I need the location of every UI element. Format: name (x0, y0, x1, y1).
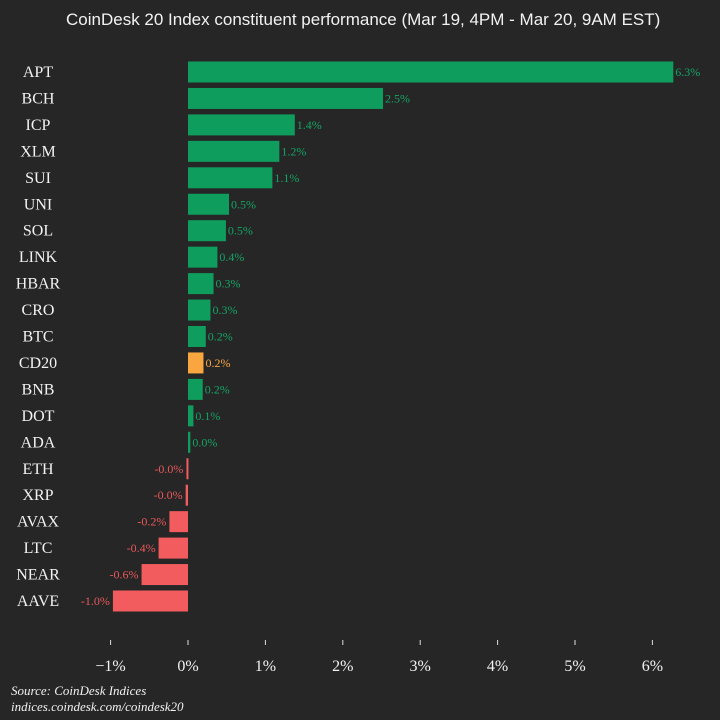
value-label: -1.0% (81, 594, 110, 608)
category-label: NEAR (16, 567, 60, 584)
category-label: BCH (22, 90, 55, 107)
category-label: CD20 (19, 355, 57, 372)
value-label: 0.2% (208, 330, 233, 344)
bar-avax (169, 511, 188, 533)
category-label: XRP (22, 487, 53, 504)
category-label: BNB (22, 381, 55, 398)
value-label: -0.0% (154, 462, 183, 476)
category-label: SOL (23, 223, 53, 240)
bar-hbar (188, 273, 214, 295)
category-label: ETH (22, 461, 54, 478)
bar-uni (188, 193, 230, 215)
value-label: 0.5% (231, 197, 256, 211)
category-label: XLM (20, 143, 56, 160)
bar-link (188, 246, 218, 268)
category-label: AAVE (17, 593, 59, 610)
bar-sol (188, 220, 226, 242)
value-label: 0.5% (228, 224, 253, 238)
value-label: 0.4% (219, 250, 244, 264)
category-label: AVAX (17, 514, 60, 531)
value-label: -0.4% (127, 541, 156, 555)
bar-xrp (185, 484, 188, 506)
category-label: UNI (24, 196, 52, 213)
x-tick-label: 6% (642, 658, 663, 675)
bar-xlm (188, 140, 280, 162)
value-label: 0.0% (192, 435, 217, 449)
category-label: SUI (25, 170, 51, 187)
bar-ltc (158, 537, 188, 559)
bar-cro (188, 299, 211, 321)
bar-icp (188, 114, 295, 136)
bar-eth (186, 458, 189, 480)
category-label: BTC (22, 329, 53, 346)
category-label: HBAR (16, 276, 61, 293)
bar-ada (188, 431, 191, 453)
x-tick-label: 0% (177, 658, 198, 675)
x-tick-label: 1% (255, 658, 276, 675)
category-label: ICP (26, 117, 51, 134)
bar-aave (112, 590, 188, 612)
x-tick-label: 5% (564, 658, 585, 675)
source-url: indices.coindesk.com/coindesk20 (11, 699, 184, 714)
x-tick-label: 4% (487, 658, 508, 675)
chart-title: CoinDesk 20 Index constituent performanc… (66, 10, 661, 29)
category-label: APT (23, 64, 53, 81)
value-label: -0.6% (110, 568, 139, 582)
bar-near (141, 564, 188, 586)
value-label: -0.0% (154, 488, 183, 502)
category-label: CRO (22, 302, 55, 319)
value-label: -0.2% (137, 515, 166, 529)
value-label: 1.4% (297, 118, 322, 132)
bar-btc (188, 326, 206, 347)
value-label: 1.2% (281, 144, 306, 158)
value-label: 0.2% (205, 356, 230, 370)
category-label: DOT (22, 408, 55, 425)
value-label: 6.3% (675, 65, 700, 79)
bar-dot (188, 405, 194, 427)
value-label: 0.3% (216, 277, 241, 291)
value-label: 0.2% (205, 382, 230, 396)
x-tick-label: 2% (332, 658, 353, 675)
bar-bch (188, 87, 384, 109)
category-label: LTC (24, 540, 53, 557)
category-label: LINK (19, 249, 58, 266)
x-tick-label: 3% (410, 658, 431, 675)
value-label: 1.1% (274, 171, 299, 185)
value-label: 2.5% (385, 91, 410, 105)
x-tick-label: −1% (95, 658, 125, 675)
bar-cd20 (188, 352, 204, 374)
source-text: Source: CoinDesk Indices (11, 683, 147, 698)
bar-apt (188, 61, 674, 83)
value-label: 0.3% (212, 303, 237, 317)
value-label: 0.1% (195, 409, 220, 423)
category-label: ADA (21, 434, 56, 451)
bar-sui (188, 167, 273, 189)
bar-bnb (188, 378, 203, 400)
